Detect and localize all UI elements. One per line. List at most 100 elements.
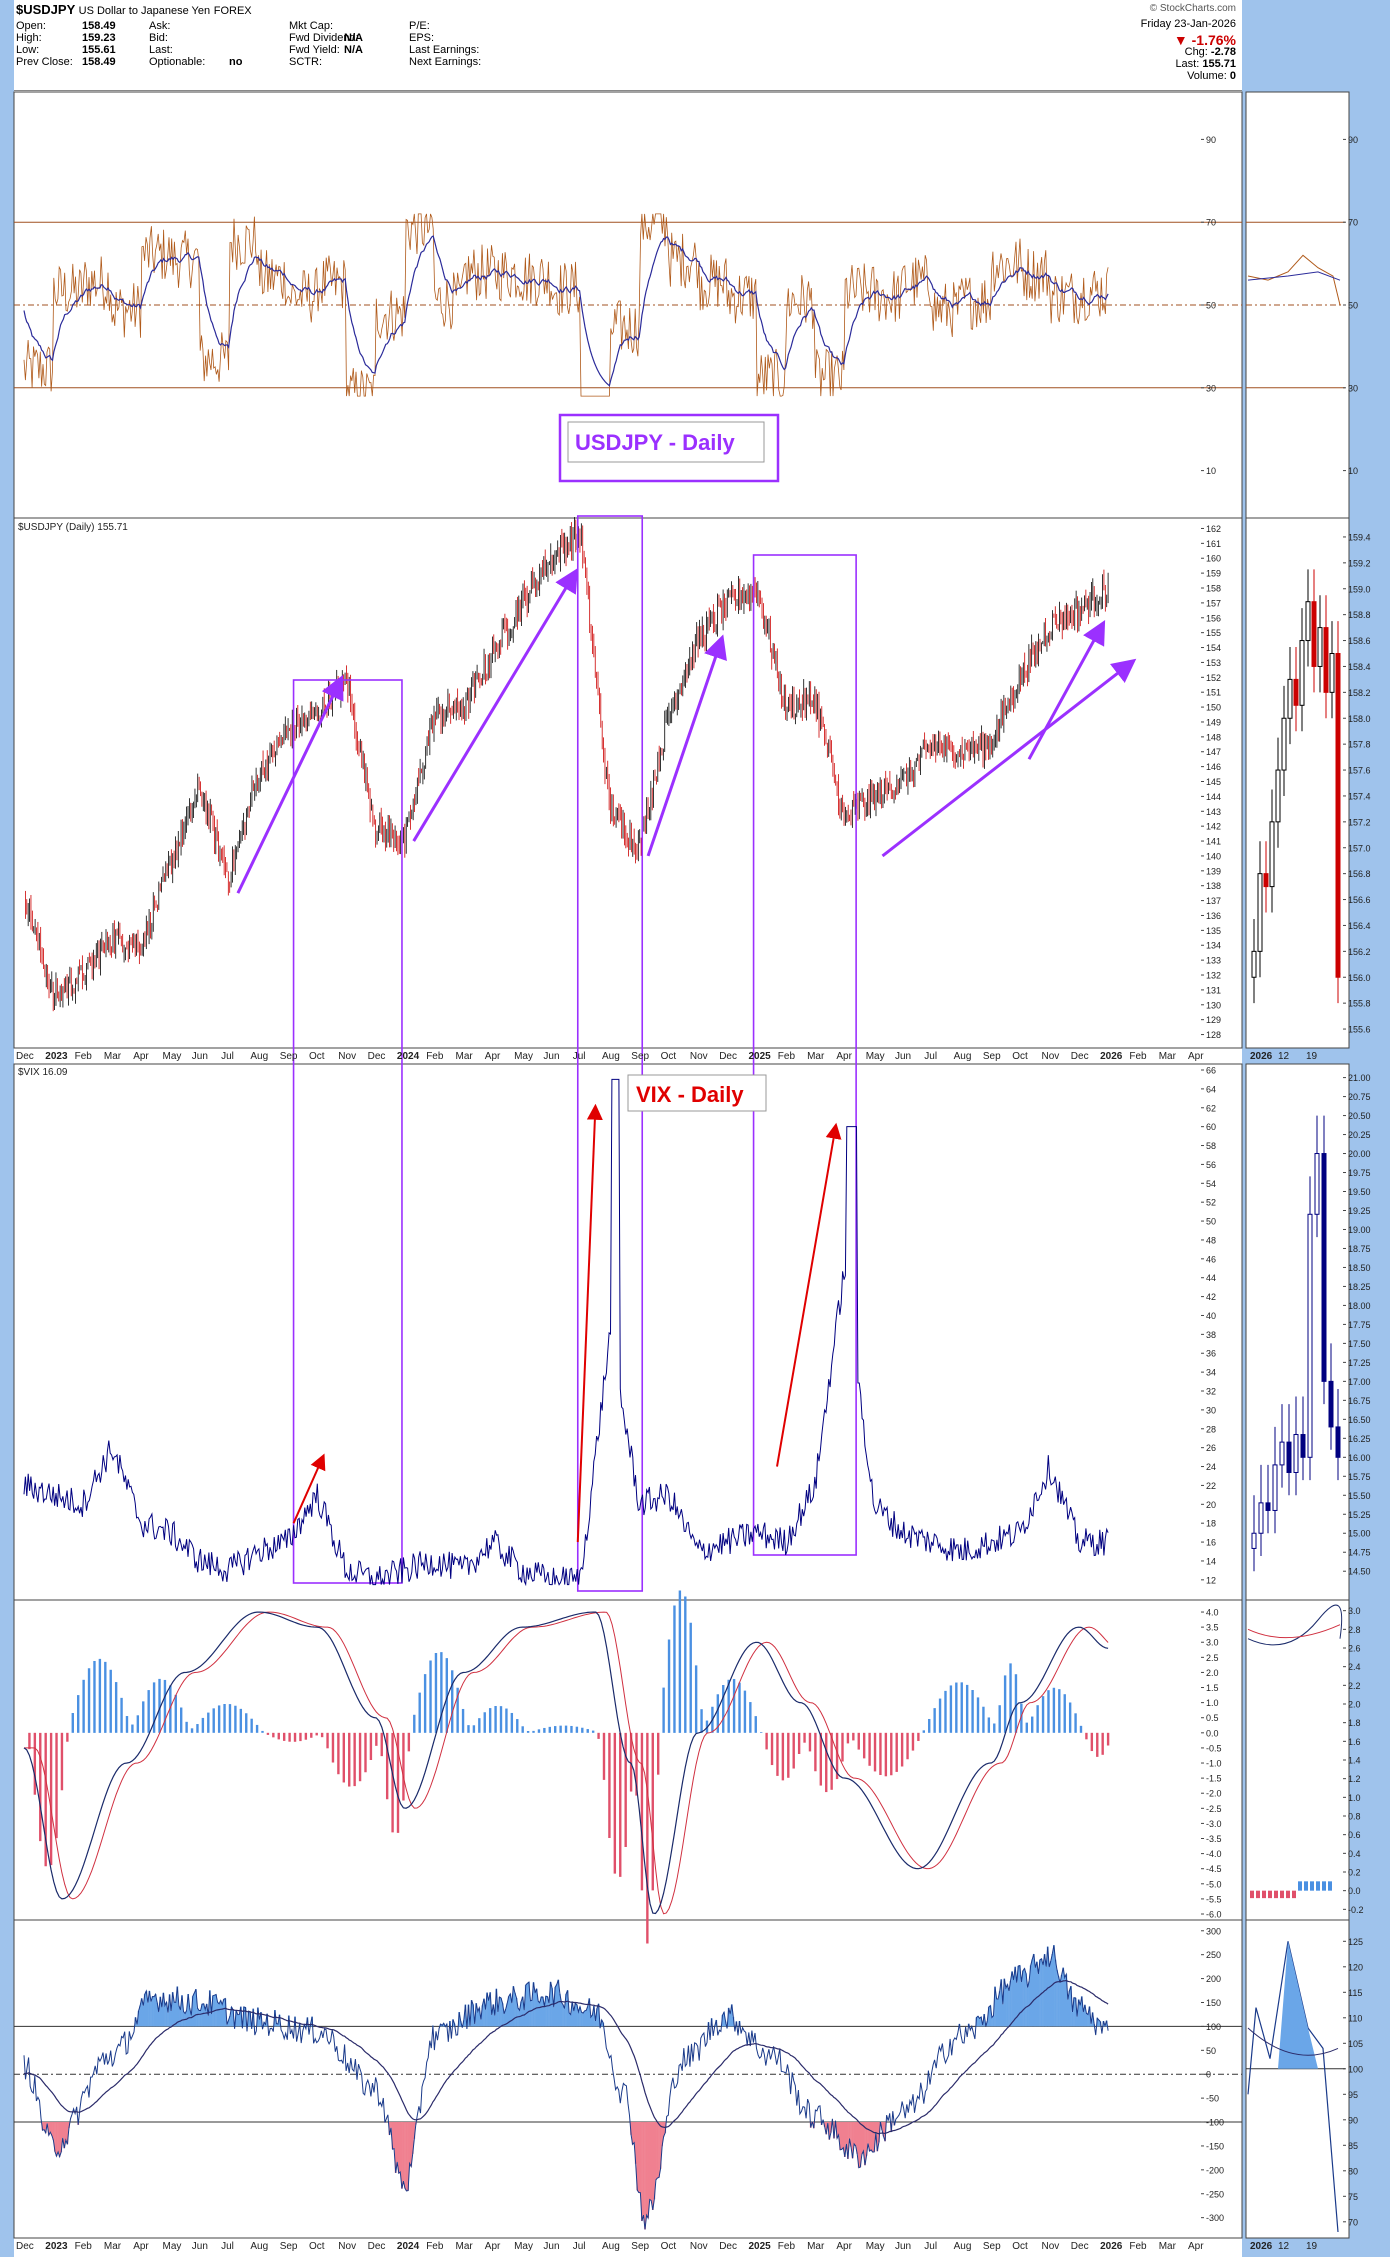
- price-y-label: 138: [1206, 881, 1221, 891]
- field-label: Fwd Dividend:: [289, 32, 359, 44]
- side-rsi-y-label: 10: [1348, 466, 1358, 476]
- x-tick-label: Jul: [221, 2241, 234, 2252]
- macd-line: [23, 1611, 1109, 1915]
- x-tick-label: Nov: [338, 2241, 356, 2252]
- x-tick-label: Sep: [280, 1051, 298, 1062]
- side-rsi-line: [1247, 254, 1341, 306]
- x-tick-label: Mar: [807, 2241, 825, 2252]
- side-price-candle-body: [1275, 769, 1281, 823]
- vix-y-label: 60: [1206, 1122, 1216, 1132]
- field-value: 155.61: [82, 44, 116, 56]
- vix-y-label: 44: [1206, 1273, 1216, 1283]
- macd-y-label: 3.0: [1206, 1638, 1219, 1648]
- vix-y-label: 48: [1206, 1235, 1216, 1245]
- side-price-y-label: 156.4: [1348, 921, 1371, 931]
- field-label: SCTR:: [289, 56, 322, 68]
- x-tick-label: May: [514, 2241, 533, 2252]
- side-macd-y-label: 3.0: [1348, 1606, 1361, 1616]
- price-candles: [24, 517, 1109, 1012]
- x-tick-label: Mar: [1159, 2241, 1177, 2252]
- side-rsi-signal-line: [1247, 271, 1341, 281]
- side-vix-y-label: 15.50: [1348, 1491, 1371, 1501]
- side-price-candle-body: [1251, 950, 1257, 978]
- x-tick-label: Sep: [631, 2241, 649, 2252]
- vix-y-label: 36: [1206, 1349, 1216, 1359]
- x-tick-label: Nov: [690, 1051, 708, 1062]
- side-macd-y-label: 1.8: [1348, 1718, 1361, 1728]
- x-tick-label: 2024: [397, 2241, 420, 2252]
- vix-spike-arrow: [292, 1453, 326, 1524]
- price-y-label: 141: [1206, 837, 1221, 847]
- rsi-signal-line: [23, 235, 1109, 387]
- side-price-y-label: 156.6: [1348, 895, 1371, 905]
- cci-y-label: -300: [1206, 2213, 1224, 2223]
- x-tick-label: Oct: [1012, 2241, 1028, 2252]
- price-y-label: 146: [1206, 762, 1221, 772]
- x-tick-label: May: [514, 1051, 533, 1062]
- x-tick-label: Feb: [75, 2241, 93, 2252]
- field-label: Low:: [16, 44, 40, 56]
- side-cci-y-label: 95: [1348, 2090, 1358, 2100]
- brand-watermark: © StockCharts.com: [1149, 3, 1236, 14]
- vix-spike-arrow: [776, 1122, 842, 1467]
- side-price-candle-body: [1305, 601, 1311, 642]
- side-x-tick-label: 19: [1306, 1051, 1318, 1062]
- x-tick-label: Sep: [631, 1051, 649, 1062]
- price-y-label: 133: [1206, 956, 1221, 966]
- side-price-y-label: 158.8: [1348, 610, 1371, 620]
- x-tick-label: Jun: [543, 1051, 559, 1062]
- side-vix-candle-body: [1286, 1441, 1292, 1473]
- event-box: [292, 679, 403, 1584]
- price-y-label: 150: [1206, 703, 1221, 713]
- macd-y-label: -1.5: [1206, 1774, 1222, 1784]
- side-vix-y-label: 15.75: [1348, 1472, 1371, 1482]
- side-vix-candle-body: [1258, 1502, 1264, 1534]
- price-y-label: 131: [1206, 985, 1221, 995]
- symbol-title: $USDJPY US Dollar to Japanese Yen FOREX: [16, 2, 252, 17]
- x-tick-label: Sep: [983, 1051, 1001, 1062]
- price-y-label: 161: [1206, 539, 1221, 549]
- x-tick-label: Jul: [573, 1051, 586, 1062]
- cci-y-label: 300: [1206, 1926, 1221, 1936]
- macd-y-label: 2.0: [1206, 1668, 1219, 1678]
- side-macd-y-label: 2.2: [1348, 1681, 1361, 1691]
- side-price-y-label: 159.4: [1348, 532, 1371, 542]
- side-price-y-label: 157.8: [1348, 740, 1371, 750]
- side-vix-y-label: 19.75: [1348, 1168, 1371, 1178]
- field-value: no: [229, 56, 243, 68]
- x-tick-label: 2026: [1100, 1051, 1123, 1062]
- side-cci-y-label: 115: [1348, 1988, 1362, 1998]
- price-y-label: 158: [1206, 584, 1221, 594]
- side-vix-y-label: 20.25: [1348, 1130, 1371, 1140]
- macd-y-label: 0.5: [1206, 1713, 1219, 1723]
- side-cci-y-label: 75: [1348, 2192, 1358, 2202]
- macd-y-label: -2.5: [1206, 1804, 1222, 1814]
- x-tick-label: Sep: [280, 2241, 298, 2252]
- side-vix-y-label: 21.00: [1348, 1073, 1371, 1083]
- x-tick-label: May: [866, 1051, 885, 1062]
- price-y-label: 130: [1206, 1000, 1221, 1010]
- side-vix-candle-body: [1321, 1153, 1327, 1382]
- side-price-candle-body: [1317, 627, 1323, 667]
- field-value: 158.49: [82, 56, 116, 68]
- side-vix-y-label: 20.75: [1348, 1092, 1371, 1102]
- x-tick-label: 2023: [45, 1051, 68, 1062]
- vix-y-label: 50: [1206, 1217, 1216, 1227]
- quote-header: $USDJPY US Dollar to Japanese Yen FOREX …: [14, 0, 1242, 91]
- vix-y-label: 62: [1206, 1103, 1216, 1113]
- field-label: EPS:: [409, 32, 435, 44]
- x-tick-label: Aug: [250, 1051, 268, 1062]
- side-price-y-label: 159.2: [1348, 558, 1371, 568]
- x-tick-label: Feb: [426, 2241, 444, 2252]
- side-vix-candle-body: [1272, 1464, 1278, 1511]
- x-tick-label: Feb: [426, 1051, 444, 1062]
- x-tick-label: 2026: [1100, 2241, 1123, 2252]
- field-label: Ask:: [149, 20, 171, 32]
- cci-y-label: 0: [1206, 2070, 1211, 2080]
- vix-y-label: 20: [1206, 1500, 1216, 1510]
- vix-y-label: 34: [1206, 1368, 1216, 1378]
- field-right: Chg: -2.78: [1184, 46, 1236, 58]
- side-vix-y-label: 18.25: [1348, 1282, 1371, 1292]
- x-tick-label: Dec: [1071, 1051, 1089, 1062]
- vix-y-label: 40: [1206, 1311, 1216, 1321]
